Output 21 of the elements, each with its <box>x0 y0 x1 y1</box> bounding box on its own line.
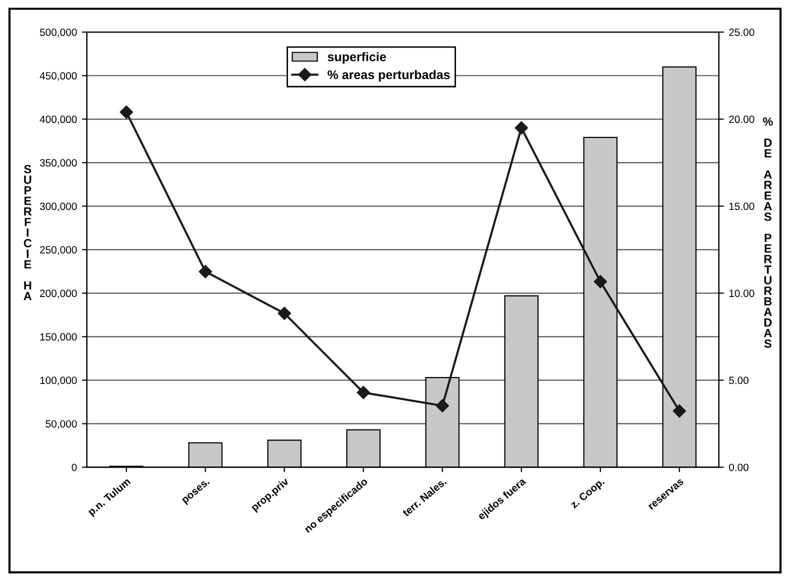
y2-tick-label: 0.00 <box>729 464 748 472</box>
y2-tick-label: 15.00 <box>729 202 754 210</box>
y-tick-label: 500,000 <box>40 28 77 38</box>
y-tick-label: 100,000 <box>40 376 77 386</box>
y2-tick-label: 20.00 <box>729 116 754 124</box>
y-tick-label: 350,000 <box>40 159 77 168</box>
text: % DE AREAS PERTURBADAS <box>762 117 773 348</box>
legend-label: % areas perturbadas <box>328 70 450 82</box>
y-tick-label: 300,000 <box>40 202 77 212</box>
y-tick-label: 0 <box>72 464 77 472</box>
y-tick-label: 250,000 <box>40 246 77 255</box>
y-tick-label: 400,000 <box>40 116 77 124</box>
y-tick-label: 450,000 <box>40 72 77 81</box>
y-tick-label: 200,000 <box>40 290 77 298</box>
y2-tick-label: 5.00 <box>729 376 748 384</box>
y2-tick-label: 10.00 <box>729 290 754 298</box>
y-tick-label: 150,000 <box>40 333 77 342</box>
legend-label: superficie <box>328 52 386 64</box>
y2-tick-label: 25.00 <box>729 28 754 36</box>
text: SUPERFICIE HA <box>24 164 32 300</box>
y-tick-label: 50,000 <box>46 420 77 429</box>
